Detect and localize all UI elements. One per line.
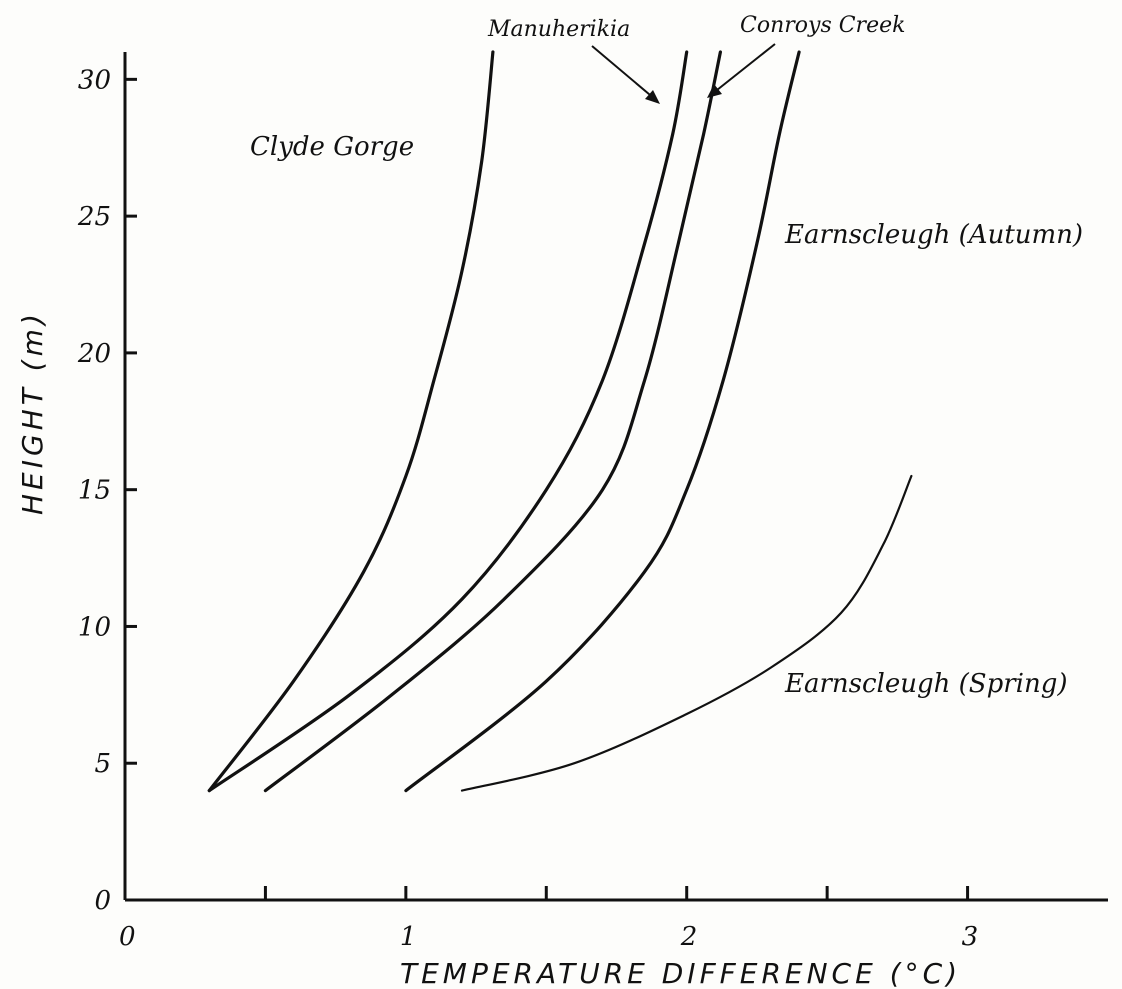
x-tick-label-3: 3: [962, 922, 979, 952]
conroys-arrow-head: [707, 84, 722, 98]
label-earnscleugh-autumn: Earnscleugh (Autumn): [784, 220, 1083, 250]
series-line-earnscleugh-spring: [460, 474, 913, 792]
y-tick-label-10: 10: [78, 612, 111, 642]
curves-layer: [207, 50, 913, 793]
series-line-manuherikia: [207, 50, 689, 793]
conroys-pointer-arrow: [711, 43, 776, 95]
series-line-earnscleugh-autumn: [404, 50, 801, 793]
x-tick-label-0: 0: [119, 922, 136, 952]
x-axis-title: TEMPERATURE DIFFERENCE (°C): [400, 957, 961, 989]
y-tick-label-20: 20: [77, 339, 111, 369]
series-line-clyde-gorge: [207, 50, 495, 793]
label-clyde-gorge: Clyde Gorge: [250, 132, 414, 162]
manuherikia-arrow-head: [645, 90, 660, 104]
series-line-conroys-creek: [263, 50, 722, 793]
x-tick-label-2: 2: [680, 922, 698, 952]
manuherikia-pointer-arrow: [591, 45, 657, 101]
y-tick-label-25: 25: [77, 202, 111, 232]
y-tick-label-0: 0: [94, 886, 111, 916]
y-tick-label-30: 30: [78, 65, 111, 95]
x-tick-label-1: 1: [400, 922, 417, 952]
label-manuherikia: Manuherikia: [487, 17, 630, 42]
label-conroys-creek: Conroys Creek: [740, 13, 905, 38]
y-tick-label-15: 15: [78, 476, 111, 506]
label-earnscleugh-spring: Earnscleugh (Spring): [784, 669, 1068, 699]
y-tick-label-5: 5: [94, 749, 111, 779]
y-axis-title: HEIGHT (m): [16, 310, 49, 515]
